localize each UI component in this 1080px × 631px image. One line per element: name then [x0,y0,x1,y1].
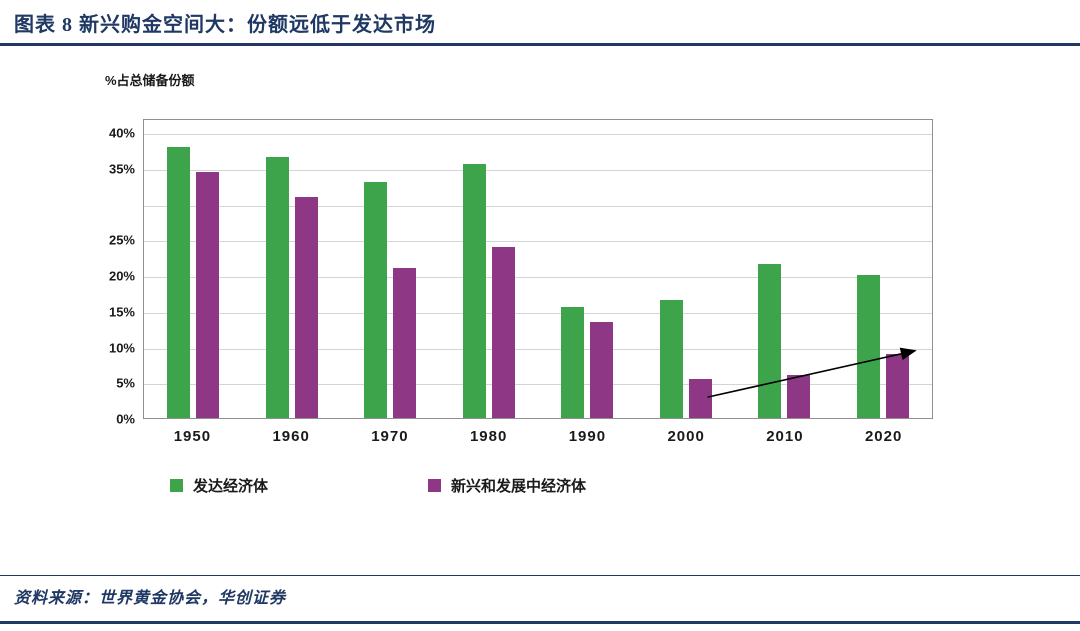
gridline [144,384,932,386]
x-tick-2000: 2000 [667,428,705,445]
y-tick-0: 0% [116,411,135,427]
legend-label-developed: 发达经济体 [193,478,269,495]
y-tick-35: 35% [108,161,135,177]
bar-developed-1950 [167,146,191,418]
gridline [144,134,932,136]
gridline [144,348,932,350]
bar-developed-2000 [659,300,683,418]
x-axis: 1950 1960 1970 1980 1990 2000 2010 2020 [143,428,933,445]
bar-emerging-1990 [590,321,614,418]
y-axis-title: %占总储备份额 [105,73,195,88]
bottom-rule [0,621,1080,624]
bar-emerging-2020 [885,353,909,418]
bar-group-1950 [144,120,243,418]
gridline [144,277,932,279]
y-tick-15: 15% [108,304,135,320]
bars-row [144,120,932,418]
bar-group-1980 [440,120,539,418]
x-tick-1980: 1980 [469,428,508,445]
bar-emerging-1950 [196,171,220,418]
source-text: 资料来源：世界黄金协会，华创证券 [14,590,287,607]
gridline [144,170,932,171]
bar-emerging-1970 [393,268,417,418]
bar-group-2010 [735,120,834,418]
y-tick-40: 40% [108,125,135,141]
bar-emerging-2010 [787,375,811,418]
bar-developed-2020 [856,275,880,418]
y-tick-25: 25% [108,232,135,248]
bar-emerging-1960 [294,196,318,418]
legend-swatch-developed [170,479,183,492]
y-tick-20: 20% [108,268,135,284]
gridline [144,205,932,207]
bar-group-1960 [243,120,342,418]
page: 图表 8 新兴购金空间大：份额远低于发达市场 %占总储备份额 40% 35% 25%… [0,14,1080,624]
bar-group-2020 [834,120,933,418]
legend-swatch-emerging [428,479,442,492]
bar-group-1990 [538,120,637,418]
legend-item-emerging: 新兴和发展中经济体 [428,475,586,496]
legend-label-emerging: 新兴和发展中经济体 [451,478,587,495]
x-tick-1970: 1970 [371,428,409,445]
chart-area: 40% 35% 25% 20% 15% 10% 5% 0% [55,119,1080,427]
bar-developed-1960 [265,157,289,418]
chart-card: %占总储备份额 40% 35% 25% 20% 15% 10% 5% 0% 1950 1960 1… [0,70,1080,496]
source-rule [0,575,1080,576]
y-axis: 40% 35% 25% 20% 15% 10% 5% 0% [55,119,143,427]
legend-item-developed: 发达经济体 [170,475,268,496]
bar-group-2000 [637,120,736,418]
x-tick-2010: 2010 [766,428,804,445]
y-tick-10: 10% [108,340,135,356]
top-rule [0,43,1080,46]
y-tick-5: 5% [116,375,135,391]
bar-developed-2010 [758,264,782,418]
gridline [144,241,932,243]
bar-developed-1980 [462,164,486,418]
legend: 发达经济体 新兴和发展中经济体 [170,475,1080,496]
bar-developed-1990 [561,307,585,418]
bar-group-1970 [341,120,440,418]
bar-emerging-2000 [688,378,712,418]
x-tick-2020: 2020 [864,428,903,445]
bar-developed-1970 [364,182,388,418]
gridline [144,312,932,314]
figure-title: 图表 8 新兴购金空间大：份额远低于发达市场 [14,14,436,36]
plot-area [143,119,933,419]
x-tick-1960: 1960 [272,428,310,445]
x-tick-1950: 1950 [173,428,212,445]
x-tick-1990: 1990 [568,428,607,445]
bar-emerging-1980 [491,246,515,418]
